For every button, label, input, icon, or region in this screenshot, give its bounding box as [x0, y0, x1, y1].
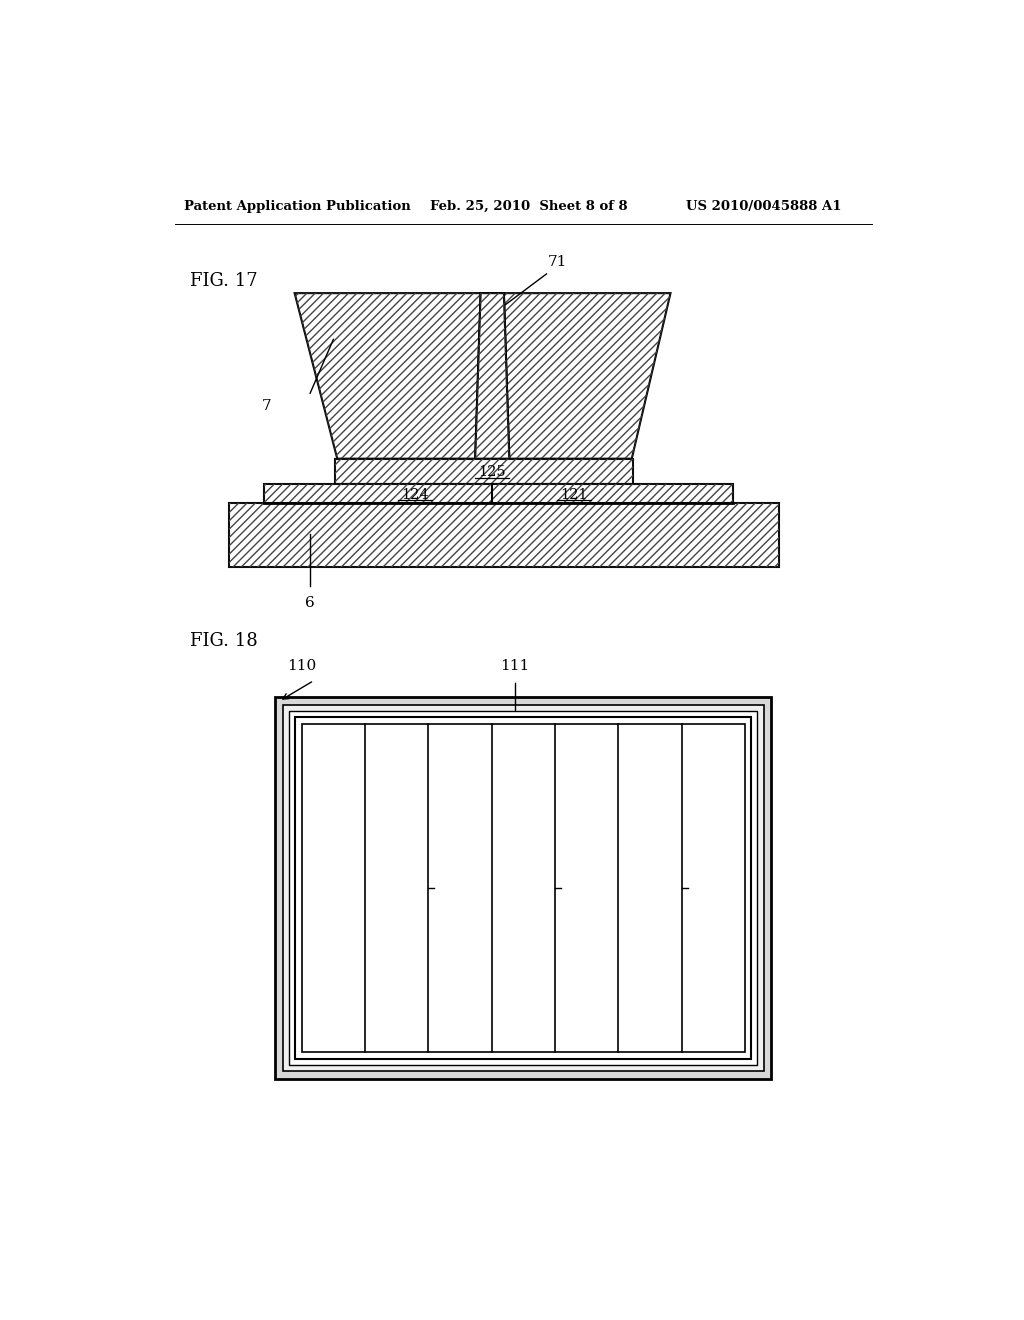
Text: US 2010/0045888 A1: US 2010/0045888 A1 [686, 199, 842, 213]
Text: FIG. 17: FIG. 17 [190, 272, 258, 290]
Bar [283, 705, 764, 1071]
Text: 111: 111 [500, 659, 529, 673]
Text: 112: 112 [436, 880, 464, 895]
Bar [289, 711, 758, 1065]
Text: 112: 112 [562, 880, 590, 895]
Polygon shape [228, 503, 779, 566]
Polygon shape [335, 459, 633, 484]
Text: Feb. 25, 2010  Sheet 8 of 8: Feb. 25, 2010 Sheet 8 of 8 [430, 199, 628, 213]
Text: 121: 121 [560, 487, 588, 502]
Text: FIG. 18: FIG. 18 [190, 632, 258, 649]
Text: 110: 110 [287, 659, 316, 673]
Bar [275, 697, 771, 1078]
Polygon shape [263, 484, 732, 503]
Text: 124: 124 [401, 487, 429, 502]
Polygon shape [475, 293, 509, 459]
Bar [295, 718, 751, 1059]
Text: Patent Application Publication: Patent Application Publication [183, 199, 411, 213]
Text: 71: 71 [548, 255, 567, 268]
Polygon shape [295, 293, 671, 459]
Text: 125: 125 [478, 465, 506, 479]
Text: 6: 6 [305, 595, 314, 610]
Bar [302, 723, 744, 1052]
Text: 7: 7 [261, 400, 271, 413]
Text: 112: 112 [689, 880, 717, 895]
